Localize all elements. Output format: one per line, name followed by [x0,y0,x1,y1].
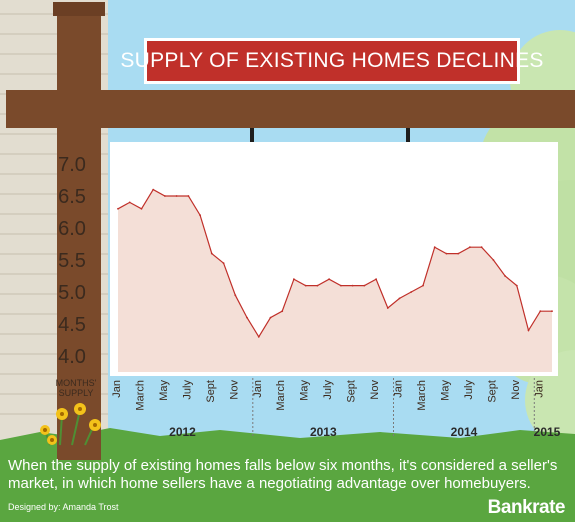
x-axis-ticks: Jan March May July Sept Nov Jan March May July Sep… [111,380,545,411]
x-tick-label: May [158,380,170,401]
brand-logo: Bankrate [487,497,566,518]
chart-title-sign: SUPPLY OF EXISTING HOMES DECLINES [120,38,543,84]
data-point [351,284,354,287]
data-point [363,284,366,287]
y-tick-label: 4.0 [58,346,86,368]
data-point [410,291,413,293]
x-tick-label: July [322,380,334,400]
caption-text: When the supply of existing homes falls … [8,457,558,492]
flowers-decoration [40,403,101,446]
x-tick-label: March [135,380,147,411]
data-point [480,246,483,249]
data-point [422,284,424,287]
x-tick-label: July [181,380,193,400]
data-point [164,195,166,197]
y-axis-label-line1: MONTHS' [56,378,97,388]
x-tick-label: May [439,380,451,401]
x-axis-years: 2012 2013 2014 2015 [169,425,561,439]
chart-title: SUPPLY OF EXISTING HOMES DECLINES [120,49,544,72]
data-point [140,207,143,210]
designer-credit: Designed by: Amanda Trost [8,502,119,512]
x-tick-label: Jan [252,380,264,398]
data-point [293,278,295,281]
y-tick-label: 4.5 [58,314,86,336]
x-tick-label: May [299,380,311,401]
data-point [117,207,119,210]
x-year-label: 2015 [534,425,561,439]
x-axis-year-dividers [252,378,535,438]
x-tick-label: March [275,380,287,411]
y-tick-label: 6.0 [58,218,86,240]
x-tick-label: Jan [111,380,123,398]
x-tick-label: Jan [533,380,545,398]
x-year-label: 2013 [310,425,337,439]
x-tick-label: Jan [393,380,405,398]
series-line [117,188,552,338]
y-tick-label: 7.0 [58,154,86,176]
data-point [246,316,248,319]
sign-hanger-left [250,128,254,142]
data-point [398,297,401,300]
sign-arm [6,90,575,128]
y-axis-ticks: 7.0 6.5 6.0 5.5 5.0 4.5 4.0 [58,154,86,368]
data-point [152,188,155,191]
data-point [128,201,131,204]
data-point [515,284,518,287]
x-tick-label: Sept [346,380,358,403]
data-point [433,246,436,249]
y-tick-label: 6.5 [58,186,86,208]
data-point [457,252,460,255]
x-tick-label: Sept [486,380,498,403]
sign-post [57,10,101,460]
x-tick-label: March [416,380,428,411]
data-point [222,262,225,265]
data-point [175,195,178,197]
data-point [551,310,553,313]
data-point [316,284,319,287]
data-point [375,278,377,281]
data-point [469,246,471,249]
data-point [504,275,506,277]
data-point [445,252,448,255]
data-point [340,284,342,287]
data-points [117,188,553,338]
data-point [539,310,542,313]
sign-hanger-right [406,128,410,142]
y-axis-label-line2: SUPPLY [59,388,94,398]
data-point [199,214,202,217]
data-point [257,335,260,338]
grass [0,428,575,522]
x-tick-label: Nov [369,380,381,400]
data-point [281,310,284,313]
x-year-label: 2012 [169,425,196,439]
x-tick-label: Nov [228,380,240,400]
x-tick-label: Nov [510,380,522,400]
x-year-label: 2014 [451,425,478,439]
data-point [210,252,213,255]
sign-post-cap [53,2,105,16]
x-tick-label: July [463,380,475,400]
data-point [527,329,530,332]
chart-area-fill [118,189,552,372]
x-tick-label: Sept [205,380,217,403]
data-point [328,278,330,281]
data-point [492,259,495,261]
y-tick-label: 5.5 [58,250,86,272]
data-point [234,294,237,297]
y-tick-label: 5.0 [58,282,86,304]
data-point [386,307,389,309]
data-point [187,195,190,197]
data-point [304,284,307,287]
data-point [269,316,272,319]
